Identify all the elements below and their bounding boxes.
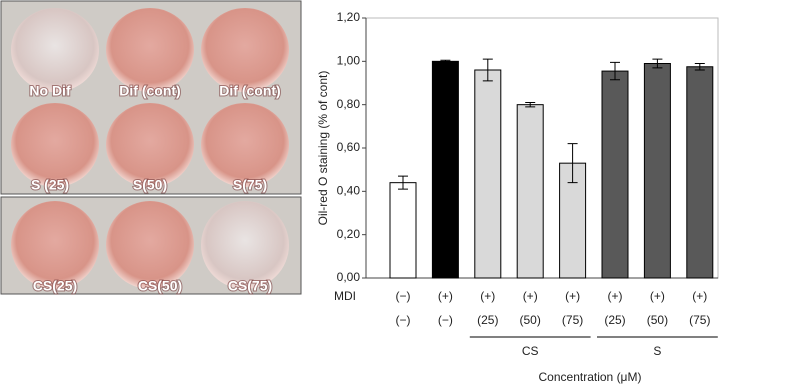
row-label: MDI [334,289,356,303]
x-tick-label: (25) [604,313,625,327]
bar [601,70,629,279]
x-tick-label: (50) [647,313,668,327]
well [11,103,99,187]
bar [643,63,671,279]
photo [0,0,302,295]
x-tick-label: (−) [396,289,411,303]
photo-label: CS(25) [33,278,77,294]
x-tick-label: (+) [438,289,453,303]
y-tick-label: 1,00 [337,54,361,68]
well [201,201,289,289]
y-axis-label: Oil-red O staining (% of cont) [316,71,330,226]
y-tick-label: 1,20 [337,10,361,24]
error-bar [610,61,620,81]
group-label: S [653,344,661,358]
group-label: CS [522,344,539,358]
error-bar [482,58,493,82]
y-tick-label: 0,60 [337,140,361,154]
photo-label: S (25) [31,177,69,193]
x-tick-label: (75) [689,313,710,327]
y-tick-label: 0,80 [337,97,361,111]
photo-label: S(50) [133,177,167,193]
y-tick-label: 0,00 [337,270,361,284]
x-tick-label: (+) [650,289,665,303]
photo-label: No Dif [29,83,71,99]
well [11,201,99,289]
x-tick-label: (+) [523,289,538,303]
bar [474,69,502,279]
error-bar [398,175,408,190]
x-tick-label: (−) [438,313,453,327]
error-bar [694,63,705,71]
x-tick-label: (+) [565,289,580,303]
error-bar [652,58,663,69]
photo-label: Dif (cont) [119,83,180,99]
error-bar [567,143,578,184]
photo-label: Dif (cont) [219,83,280,99]
photo-label: CS(50) [138,278,182,294]
error-bar [440,59,451,63]
error-bar [525,102,536,108]
well [106,201,194,289]
bar [431,60,459,279]
bar [516,104,544,279]
x-tick-label: (+) [692,289,707,303]
y-tick-label: 0,40 [337,184,361,198]
x-tick-label: (+) [480,289,495,303]
well [201,103,289,187]
well [106,103,194,187]
x-tick-label: (25) [477,313,498,327]
x-axis-label: Concentration (μM) [539,370,642,384]
x-tick-label: (+) [608,289,623,303]
x-tick-label: (75) [562,313,583,327]
well [201,8,289,92]
x-tick-label: (50) [520,313,541,327]
well [106,8,194,92]
bar [686,66,714,279]
photo-label: S(75) [233,177,267,193]
bar [389,182,417,279]
photo-label: CS(75) [228,278,272,294]
y-tick-label: 0,20 [337,227,361,241]
x-tick-label: (−) [396,313,411,327]
well [11,8,99,92]
